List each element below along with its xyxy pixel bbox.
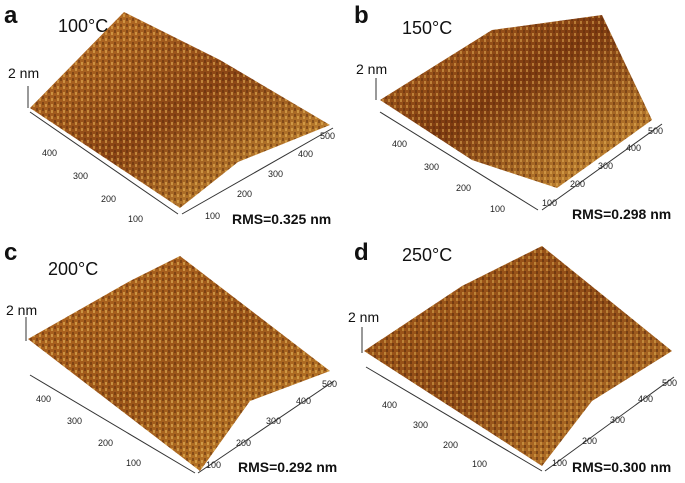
x-tick: 300 <box>268 169 284 179</box>
x-tick: 100 <box>206 460 222 470</box>
x-tick: 300 <box>598 161 614 171</box>
x-tick: 500 <box>648 126 664 136</box>
y-tick: 200 <box>98 438 114 448</box>
x-tick: 400 <box>626 143 642 153</box>
y-tick: 400 <box>36 394 52 404</box>
z-scale-label: 2 nm <box>6 302 38 318</box>
x-tick: 500 <box>322 379 338 389</box>
rms-label: RMS=0.300 nm <box>572 459 672 475</box>
y-tick: 200 <box>101 194 117 204</box>
y-tick: 400 <box>42 148 58 158</box>
x-tick: 200 <box>570 179 586 189</box>
y-tick: 400 <box>392 139 408 149</box>
x-tick: 500 <box>320 131 336 141</box>
y-tick: 300 <box>413 420 429 430</box>
x-tick: 100 <box>542 198 558 208</box>
panel-letter: b <box>354 2 369 29</box>
afm-surface-a <box>27 12 334 215</box>
x-axis <box>541 123 663 211</box>
z-scale-label: 2 nm <box>8 65 40 81</box>
y-axis <box>365 366 543 472</box>
x-tick: 200 <box>236 438 252 448</box>
x-axis <box>197 380 335 474</box>
y-tick: 100 <box>128 214 144 224</box>
rms-label: RMS=0.298 nm <box>572 206 672 222</box>
x-axis <box>181 127 334 215</box>
rms-label: RMS=0.292 nm <box>238 459 338 475</box>
y-tick: 300 <box>73 171 89 181</box>
temperature-label: 250°C <box>402 245 453 265</box>
panel-letter: c <box>4 241 18 266</box>
y-tick: 100 <box>126 458 142 468</box>
x-axis <box>544 376 675 472</box>
x-tick: 200 <box>582 436 598 446</box>
afm-panel-b: b 150°C 2 nm 400 300 200 100 100 200 300… <box>342 0 684 241</box>
afm-surface-b <box>375 15 663 211</box>
y-tick: 200 <box>443 440 459 450</box>
x-tick: 500 <box>662 378 678 388</box>
y-axis <box>379 111 539 211</box>
afm-panel-c: c 200°C 2 nm 400 300 200 100 100 200 300… <box>0 241 342 482</box>
panel-letter: a <box>4 2 18 29</box>
y-tick: 200 <box>456 183 472 193</box>
y-tick: 300 <box>67 416 83 426</box>
z-scale-label: 2 nm <box>348 309 380 325</box>
x-tick: 300 <box>610 415 626 425</box>
y-tick: 100 <box>472 459 488 469</box>
y-tick: 100 <box>490 204 506 214</box>
z-scale-label: 2 nm <box>356 61 388 77</box>
temperature-label: 150°C <box>402 18 453 38</box>
afm-panel-d: d 250°C 2 nm 400 300 200 100 100 200 300… <box>342 241 684 482</box>
y-tick: 300 <box>424 162 440 172</box>
x-tick: 400 <box>298 149 314 159</box>
afm-surface-d <box>361 246 675 472</box>
panel-letter: d <box>354 241 369 266</box>
x-tick: 100 <box>205 211 221 221</box>
temperature-label: 100°C <box>58 16 109 36</box>
x-tick: 400 <box>296 396 312 406</box>
x-tick: 300 <box>266 416 282 426</box>
x-tick: 100 <box>552 458 568 468</box>
y-axis <box>29 111 179 215</box>
x-tick: 400 <box>638 394 654 404</box>
temperature-label: 200°C <box>48 259 99 279</box>
y-tick: 400 <box>382 400 398 410</box>
x-tick: 200 <box>237 189 253 199</box>
afm-surface-c <box>25 256 335 474</box>
afm-panel-a: a 100°C 2 nm 400 300 200 100 100 200 300… <box>0 0 342 241</box>
rms-label: RMS=0.325 nm <box>232 211 332 227</box>
y-axis <box>29 374 196 474</box>
